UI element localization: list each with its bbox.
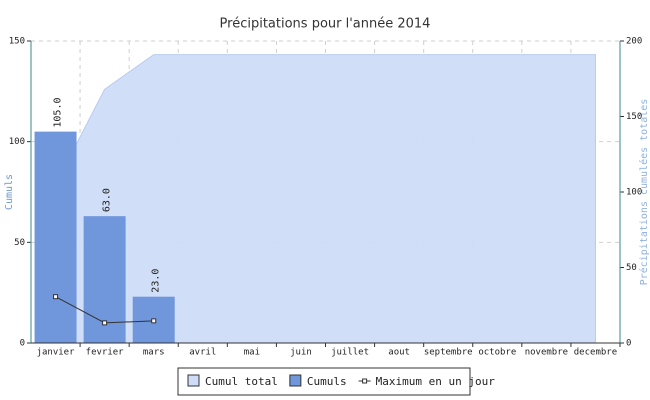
line-marker xyxy=(151,318,157,324)
x-tick-label: decembre xyxy=(574,348,617,358)
bar xyxy=(34,131,77,343)
x-tick-label: mars xyxy=(143,348,165,358)
line-marker xyxy=(102,320,108,326)
x-tick-label: avril xyxy=(189,348,216,358)
legend-swatch-marker xyxy=(362,378,368,384)
x-tick-label: juillet xyxy=(331,348,369,358)
y2-tick-label: 150 xyxy=(626,112,642,122)
y2-axis-label: Précipitations cumulées totales xyxy=(638,99,650,286)
legend-label: Cumuls xyxy=(307,375,347,388)
legend-swatch xyxy=(289,374,302,387)
x-tick-label: octobre xyxy=(478,348,516,358)
area xyxy=(55,54,596,344)
legend-swatch xyxy=(187,374,200,387)
chart-title: Précipitations pour l'année 2014 xyxy=(220,17,431,32)
value-label: 105.0 xyxy=(53,97,64,127)
x-tick-label: septembre xyxy=(424,348,473,358)
legend-label: Maximum en un jour xyxy=(376,375,496,388)
legend-box xyxy=(177,367,471,396)
legend-label: Cumul total xyxy=(205,375,278,388)
x-tick-label: janvier xyxy=(37,348,76,358)
line-marker xyxy=(53,294,59,300)
x-tick-label: juin xyxy=(290,348,312,358)
y-tick-label: 0 xyxy=(20,339,25,349)
x-tick-label: novembre xyxy=(525,348,568,358)
x-tick-label: aout xyxy=(388,348,410,358)
y2-tick-label: 100 xyxy=(626,188,642,198)
x-tick-label: mai xyxy=(244,348,260,358)
y-tick-label: 50 xyxy=(14,238,25,248)
value-label: 63.0 xyxy=(102,188,113,212)
legend: Cumul total Cumuls Maximum en un jour xyxy=(177,367,496,396)
y-tick-label: 100 xyxy=(9,137,25,147)
y2-tick-label: 50 xyxy=(626,263,637,273)
value-label: 23.0 xyxy=(151,269,162,293)
y2-tick-label: 200 xyxy=(626,37,642,47)
y-axis-label: Cumuls xyxy=(4,174,15,210)
x-tick-label: fevrier xyxy=(86,348,125,358)
y-tick-label: 150 xyxy=(9,37,25,47)
y2-tick-label: 0 xyxy=(626,339,631,349)
